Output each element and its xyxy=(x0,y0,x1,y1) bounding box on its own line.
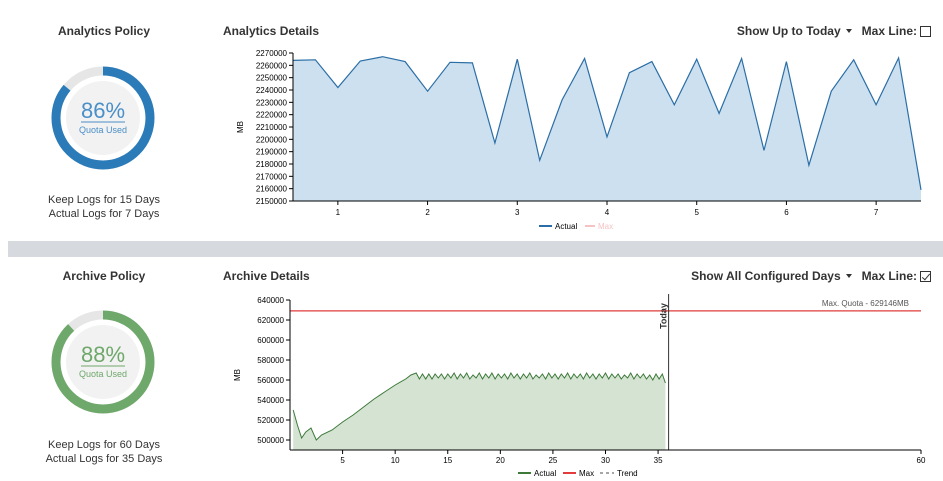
archive-max-line-toggle[interactable]: Max Line: xyxy=(862,269,931,283)
analytics-policy-title: Analytics Policy xyxy=(57,24,151,38)
section-divider xyxy=(8,241,943,257)
today-label: Today xyxy=(659,303,669,329)
y-tick-label: 2170000 xyxy=(256,172,288,181)
analytics-quota-label: Quota Used xyxy=(79,125,127,135)
archive-max-line-label: Max Line: xyxy=(861,269,917,283)
analytics-keep-logs: Keep Logs for 15 Days xyxy=(48,194,160,206)
x-tick-label: 2 xyxy=(425,208,430,217)
y-tick-label: 2240000 xyxy=(256,86,288,95)
y-tick-label: 2260000 xyxy=(256,61,288,70)
actual-area xyxy=(293,56,921,202)
y-tick-label: 500000 xyxy=(257,436,284,445)
analytics-gauge-arc xyxy=(51,66,155,170)
archive-range-label: Show All Configured Days xyxy=(691,269,841,283)
analytics-max-line-toggle[interactable]: Max Line: xyxy=(862,24,931,38)
analytics-gauge-center xyxy=(66,81,140,155)
archive-gauge-arc xyxy=(51,310,155,414)
y-tick-label: 2250000 xyxy=(256,74,288,83)
legend-max-label: Max xyxy=(598,222,613,231)
analytics-max-line-checkbox[interactable] xyxy=(920,25,931,37)
y-tick-label: 2270000 xyxy=(256,49,288,58)
analytics-details-title: Analytics Details xyxy=(223,24,320,38)
y-axis-label: MB xyxy=(236,121,245,133)
y-tick-label: 2200000 xyxy=(256,135,288,144)
legend-actual-label: Actual xyxy=(534,469,556,478)
y-tick-label: 580000 xyxy=(257,356,284,365)
legend-max-label: Max xyxy=(579,469,594,478)
analytics-max-line-label: Max Line: xyxy=(861,24,917,38)
analytics-section: Analytics Policy 86% Quota Used Keep Log… xyxy=(0,0,943,240)
x-tick-label: 20 xyxy=(496,456,505,465)
archive-gauge-center xyxy=(66,325,140,399)
y-axis-label: MB xyxy=(233,369,242,381)
archive-range-dropdown[interactable]: Show All Configured Days xyxy=(691,269,852,283)
x-tick-label: 10 xyxy=(391,456,400,465)
x-tick-label: 3 xyxy=(515,208,520,217)
chevron-down-icon xyxy=(845,29,852,33)
x-tick-label: 5 xyxy=(340,456,345,465)
actual-area xyxy=(293,373,666,450)
archive-chart: Max. Quota - 629146MB Today 500000 520000 54… xyxy=(233,294,926,478)
x-tick-label: 1 xyxy=(336,208,341,217)
analytics-actual-logs: Actual Logs for 7 Days xyxy=(48,208,160,220)
archive-controls: Show All Configured Days Max Line: xyxy=(691,269,931,283)
actual-line xyxy=(292,371,666,441)
x-tick-label: 5 xyxy=(694,208,699,217)
y-tick-label: 2150000 xyxy=(256,197,288,206)
max-quota-label: Max. Quota - 629146MB xyxy=(822,299,909,308)
archive-policy-title: Archive Policy xyxy=(62,269,146,283)
archive-section: Archive Policy 88% Quota Used Keep Logs … xyxy=(0,257,943,481)
x-tick-label: 15 xyxy=(443,456,452,465)
x-tick-label: 7 xyxy=(874,208,879,217)
x-tick-label: 30 xyxy=(601,456,610,465)
archive-percent: 88% xyxy=(81,342,125,367)
archive-actual-logs: Actual Logs for 35 Days xyxy=(45,453,163,465)
x-tick-label: 6 xyxy=(784,208,789,217)
actual-line xyxy=(292,55,922,191)
archive-quota-label: Quota Used xyxy=(79,369,127,379)
legend-actual-label: Actual xyxy=(555,222,577,231)
y-tick-label: 2230000 xyxy=(256,98,288,107)
chevron-down-icon xyxy=(845,274,852,278)
y-tick-label: 640000 xyxy=(257,296,284,305)
y-tick-label: 2160000 xyxy=(256,185,288,194)
archive-details-title: Archive Details xyxy=(223,269,310,283)
legend-trend-label: Trend xyxy=(617,469,638,478)
x-tick-label: 60 xyxy=(917,456,926,465)
archive-max-line-checkbox[interactable] xyxy=(920,270,931,282)
archive-quota-gauge: 88% Quota Used xyxy=(51,310,155,414)
y-tick-label: 560000 xyxy=(257,376,284,385)
analytics-controls: Show Up to Today Max Line: xyxy=(737,24,931,38)
analytics-chart: 2150000 2160000 2170000 2180000 2190000 22000… xyxy=(236,49,922,231)
y-tick-label: 2210000 xyxy=(256,123,288,132)
y-tick-label: 600000 xyxy=(257,336,284,345)
x-tick-label: 25 xyxy=(548,456,557,465)
y-tick-label: 620000 xyxy=(257,316,284,325)
y-tick-label: 2180000 xyxy=(256,160,288,169)
analytics-range-dropdown[interactable]: Show Up to Today xyxy=(737,24,852,38)
y-tick-label: 520000 xyxy=(257,416,284,425)
x-tick-label: 35 xyxy=(654,456,663,465)
y-tick-label: 2220000 xyxy=(256,111,288,120)
analytics-quota-gauge: 86% Quota Used xyxy=(51,66,155,170)
x-tick-label: 4 xyxy=(605,208,610,217)
analytics-range-label: Show Up to Today xyxy=(736,24,841,38)
y-tick-label: 540000 xyxy=(257,396,284,405)
archive-keep-logs: Keep Logs for 60 Days xyxy=(48,439,160,451)
y-tick-label: 2190000 xyxy=(256,148,288,157)
analytics-percent: 86% xyxy=(81,98,125,123)
